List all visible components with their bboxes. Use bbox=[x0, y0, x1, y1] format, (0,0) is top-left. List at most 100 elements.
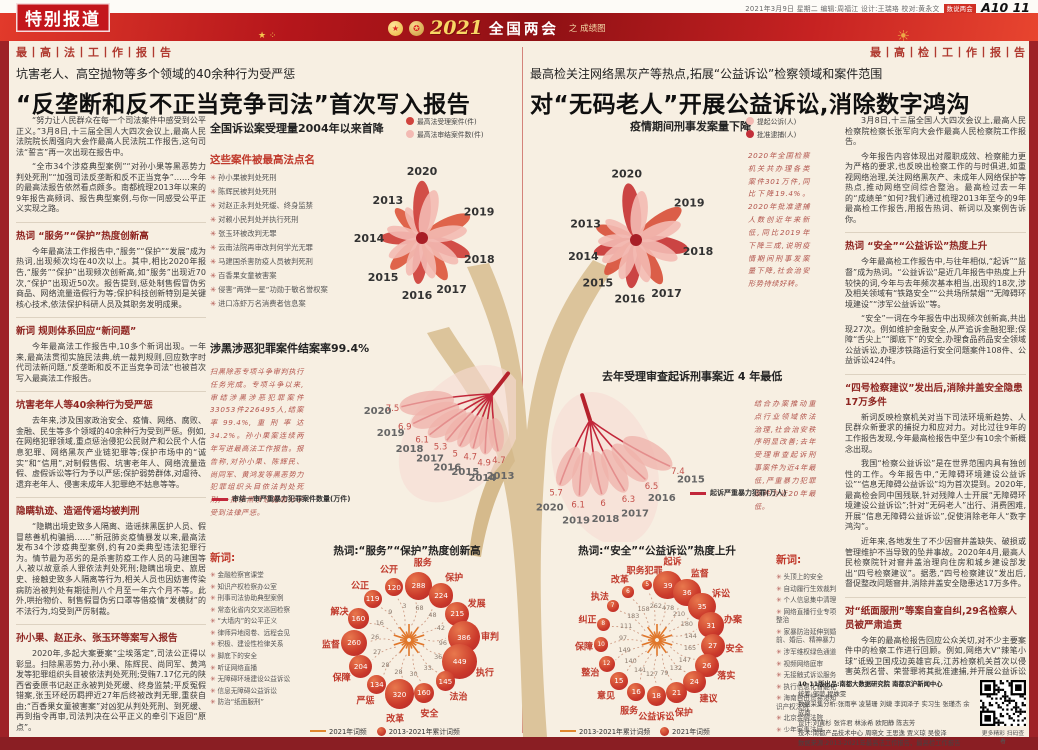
dateline: 2021年3月9日 星期二 编辑:周福江 设计:王瑞珞 校对:黄永文 数说两会 bbox=[745, 3, 976, 13]
bubble-chart-court: 288 68 服务 224 48 保护 215 42 发展 386 96 审判 449 36 执行 145 33… bbox=[302, 557, 516, 725]
bubble-word: 改革 bbox=[610, 575, 629, 586]
list-item: ✳ 对赖小民判处并执行死刑 bbox=[210, 214, 299, 224]
kicker-left: 最丨高丨法丨工丨作丨报丨告 bbox=[16, 46, 172, 59]
spoke-value: 79 bbox=[660, 669, 669, 678]
bullet-icon: ✳ bbox=[210, 698, 216, 707]
bubble-法治: 145 bbox=[435, 671, 456, 692]
bubble-word: 保障 bbox=[574, 642, 593, 653]
bubble-value: 24 bbox=[689, 677, 699, 687]
list-item: ✳ 头顶上的安全 bbox=[776, 573, 824, 581]
bubble-value: 160 bbox=[417, 688, 431, 698]
bubble-value: 145 bbox=[438, 676, 453, 686]
spoke-value: 68 bbox=[415, 603, 424, 612]
svg-text:2017: 2017 bbox=[436, 283, 467, 296]
two-sessions-banner: ★ ✪ 2021 全国两会 之 成绩图 bbox=[388, 17, 606, 39]
list-item: ✳ 百香果女童被害案 bbox=[210, 270, 277, 280]
bubble-服务: 16 bbox=[627, 682, 646, 702]
bubble-服务: 288 bbox=[404, 571, 433, 600]
right-text-column: 3月8日,十三届全国人大四次会议上,最高人民检察院检察长张军向大会作最高人民检察… bbox=[845, 116, 1026, 676]
bubble-word: 改革 bbox=[386, 714, 405, 725]
bullet-icon: ✳ bbox=[210, 214, 217, 224]
body-paragraph: “努力让人民群众在每一个司法案件中感受到公平正义。”3月8日,十三届全国人大四次… bbox=[16, 116, 206, 157]
note-prosecution: 结合办案推动重点行业领域依法治理,社会治安秩序明显改善;去年受理审查起诉刑事案件… bbox=[754, 399, 816, 511]
spoke-value: 16 bbox=[375, 618, 384, 627]
legend-label: 提起公诉(人) bbox=[757, 118, 797, 126]
svg-text:2016: 2016 bbox=[615, 293, 646, 306]
bubble-word: 执法 bbox=[590, 592, 609, 603]
page-footer: 10-11版出品:南都大数据研究院 南都京沪新闻中心 统筹:邹莹 程姝雯 数据采集分… bbox=[798, 680, 1026, 748]
list-item: ✳ 马建国杀害防疫人员被判死刑 bbox=[210, 256, 313, 266]
banner-title: 全国两会 bbox=[488, 21, 559, 38]
bubble-value: 288 bbox=[411, 581, 426, 591]
bubble-安全: 160 bbox=[413, 682, 435, 704]
spoke-value: 140 bbox=[624, 657, 637, 666]
list-item: ✳ 个人信息集中清理 bbox=[776, 596, 837, 605]
bubble-职务犯罪: 5 bbox=[642, 579, 653, 590]
bubble-value: 21 bbox=[672, 687, 682, 697]
svg-text:2015: 2015 bbox=[451, 467, 479, 478]
bubble-纠正: 8 bbox=[596, 617, 610, 631]
section-subhead: “四号检察建议”发出后,消除井盖安全隐患17万多件 bbox=[845, 373, 1026, 408]
svg-text:6: 6 bbox=[600, 499, 605, 509]
list-item: ✳ 北京金融法院 bbox=[776, 714, 824, 723]
spoke-value: 132 bbox=[669, 664, 682, 673]
body-paragraph: 2020年,多起大案要案“尘埃落定”,司法公正得以彰显。扫除黑恶势力,孙小果、陈… bbox=[16, 649, 206, 732]
body-paragraph: 新词反映检察机关对当下司法环境新趋势、人民群众新要求的捕捉力和应对力。对比过往9… bbox=[845, 412, 1026, 454]
chart-title-prosecution: 去年受理审查起诉刑事案近 4 年最低 bbox=[602, 370, 783, 383]
list-item: ✳ 孙小果被判处死刑 bbox=[210, 173, 277, 182]
bubble-value: 449 bbox=[452, 656, 467, 666]
bubble-word: 诉讼 bbox=[712, 589, 731, 600]
list-item: ✳ 知识产权检察办公室 bbox=[210, 582, 277, 591]
svg-text:2013: 2013 bbox=[487, 471, 515, 482]
bubble-value: 5 bbox=[645, 581, 650, 588]
frame-right bbox=[1029, 41, 1038, 750]
legend-dot-icon bbox=[746, 117, 754, 125]
bubble-word: 保障 bbox=[332, 673, 351, 684]
bubble-value: 7 bbox=[610, 602, 615, 609]
list-item: ✳ 防治“纸面服刑” bbox=[210, 698, 264, 707]
bubble-word: 办案 bbox=[723, 615, 743, 626]
legend-bubble-left: 2021年词频 2013-2021年累计词频 bbox=[310, 726, 460, 739]
bubble-执法: 7 bbox=[606, 599, 619, 612]
svg-text:5.7: 5.7 bbox=[549, 489, 563, 499]
bubble-value: 204 bbox=[353, 661, 368, 671]
bubble-改革: 320 bbox=[384, 679, 415, 709]
bullet-icon: ✳ bbox=[776, 607, 782, 616]
spoke-value: 3 bbox=[402, 602, 407, 611]
article-supreme-court: 最丨高丨法丨工丨作丨报丨告 坑害老人、高空抛物等多个领域的40余种行为受严惩 “… bbox=[16, 44, 516, 736]
section-subhead: 新词 规则体系回应“新问题” bbox=[16, 317, 206, 337]
legend-row: 2013-2021年累计词频 bbox=[560, 726, 650, 736]
body-paragraph: 今年最高法工作报告中,“服务”“保护”“发展”成为热词,出现频次均在40次以上。… bbox=[16, 246, 206, 309]
spoke-value: 478 bbox=[662, 603, 675, 612]
list-item: ✳ 云南法院再审改判何学光无罪 bbox=[210, 242, 313, 252]
bubble-word: 起诉 bbox=[663, 557, 682, 568]
svg-text:2020: 2020 bbox=[364, 406, 392, 417]
legend-label: 2021年词频 bbox=[672, 728, 710, 736]
bullet-icon: ✳ bbox=[776, 671, 782, 680]
banner-subtitle: 之 成绩图 bbox=[568, 24, 606, 34]
bubble-chart-procuratorate: 5 262 职务犯罪 39 478 起诉 36 210 监督 35 180 诉讼 31 144 办案 27 16… bbox=[542, 557, 772, 723]
section-subhead: 隐瞒轨迹、造谣传谣均被判刑 bbox=[16, 497, 206, 517]
bullet-icon: ✳ bbox=[210, 270, 217, 280]
list-item: ✳ 无障碍环境建设公益诉讼 bbox=[210, 675, 291, 684]
bubble-解决: 160 bbox=[347, 608, 369, 629]
svg-text:5: 5 bbox=[452, 450, 457, 460]
legend-label: 最高法受理案件(件) bbox=[417, 118, 477, 126]
frame-left bbox=[0, 41, 9, 750]
bubble-value: 119 bbox=[365, 594, 380, 604]
spoke-value: 158 bbox=[637, 604, 650, 613]
legend-row: 最高法受理案件(件) bbox=[406, 116, 483, 126]
list-item: ✳ 海南自由贸易港知识产权法院 bbox=[776, 694, 837, 711]
bubble-word: 公益诉讼 bbox=[638, 712, 675, 723]
svg-text:4.7: 4.7 bbox=[492, 456, 506, 466]
svg-text:6.1: 6.1 bbox=[571, 500, 585, 510]
bubble-swatch bbox=[376, 726, 386, 736]
bullet-icon: ✳ bbox=[210, 298, 217, 308]
legend-row: 2021年词频 bbox=[660, 726, 710, 736]
body-paragraph: 今年的最高检报告回应公众关切,对不少主要案件中的检察工作进行回顾。例如,网络大V… bbox=[845, 635, 1026, 676]
bubble-value: 224 bbox=[434, 590, 448, 600]
bubble-word: 纠正 bbox=[578, 615, 597, 626]
bullet-icon: ✳ bbox=[210, 686, 216, 695]
bubble-value: 15 bbox=[614, 676, 624, 686]
